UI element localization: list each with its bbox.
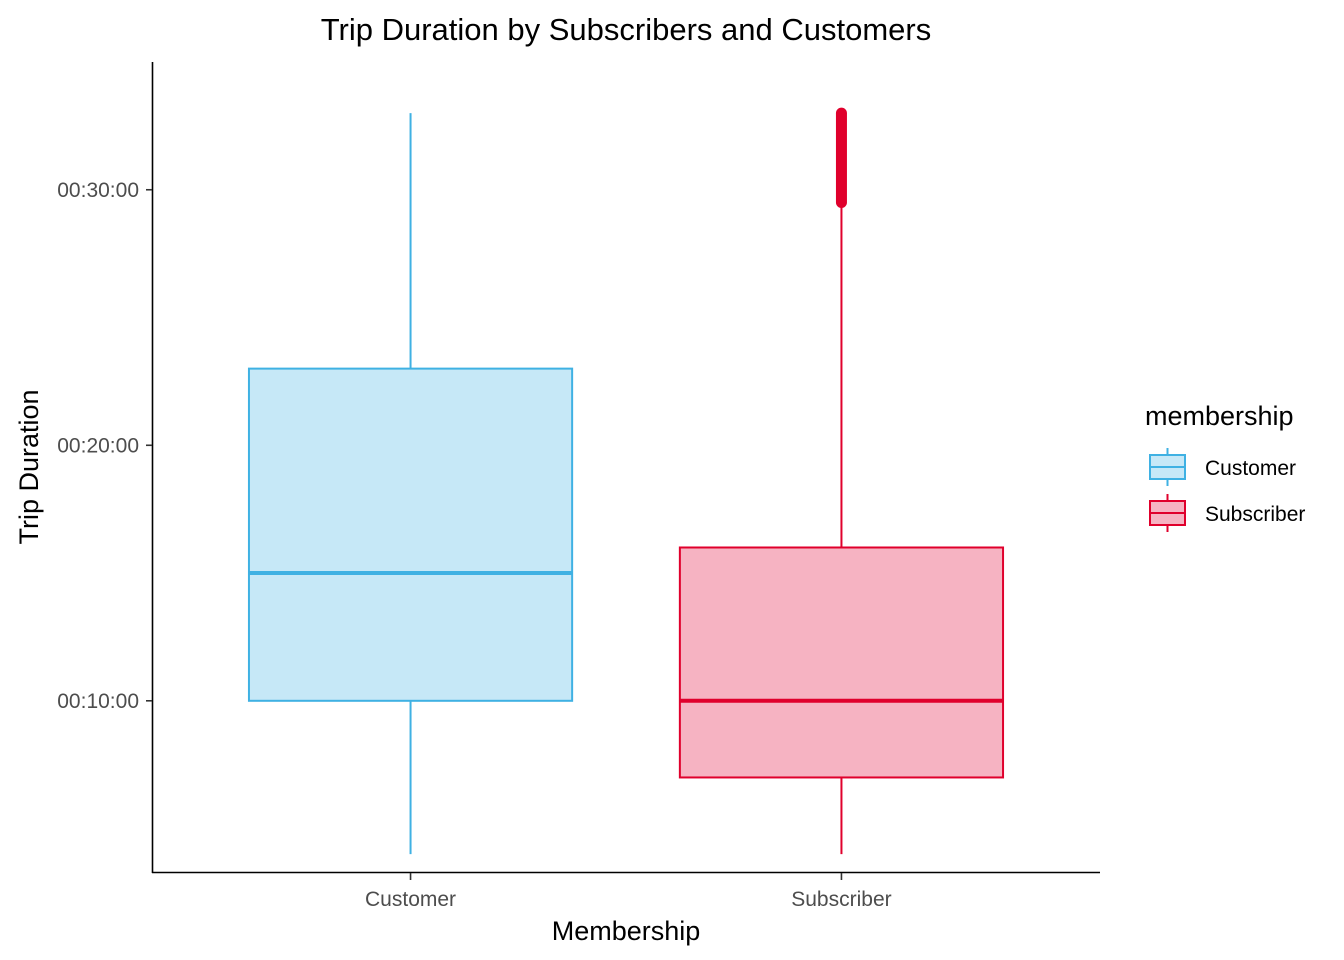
x-axis-ticks: Customer Subscriber (365, 873, 892, 911)
legend-label: Subscriber (1205, 503, 1305, 526)
iqr-box (678, 546, 1005, 779)
x-axis-title: Membership (552, 916, 701, 946)
legend-label: Customer (1205, 457, 1296, 480)
x-tick-label: Customer (365, 888, 456, 911)
iqr-box (247, 367, 574, 702)
y-tick-label: 00:30:00 (57, 179, 139, 202)
legend-keys: Customer Subscriber (1149, 448, 1305, 532)
y-axis-title: Trip Duration (14, 389, 44, 544)
box-customer (247, 113, 574, 855)
box-subscriber (678, 107, 1005, 855)
y-tick-label: 00:10:00 (57, 690, 139, 713)
legend-title: membership (1145, 401, 1294, 431)
x-tick-label: Subscriber (791, 888, 891, 911)
chart-title: Trip Duration by Subscribers and Custome… (321, 12, 931, 47)
legend-key-customer: Customer (1149, 448, 1296, 486)
y-tick-label: 00:20:00 (57, 434, 139, 457)
legend: membership Customer Subscriber (1145, 401, 1305, 532)
plot-area (247, 107, 1005, 855)
y-axis-ticks: 00:10:00 00:20:00 00:30:00 (57, 179, 152, 713)
legend-key-subscriber: Subscriber (1149, 494, 1305, 532)
